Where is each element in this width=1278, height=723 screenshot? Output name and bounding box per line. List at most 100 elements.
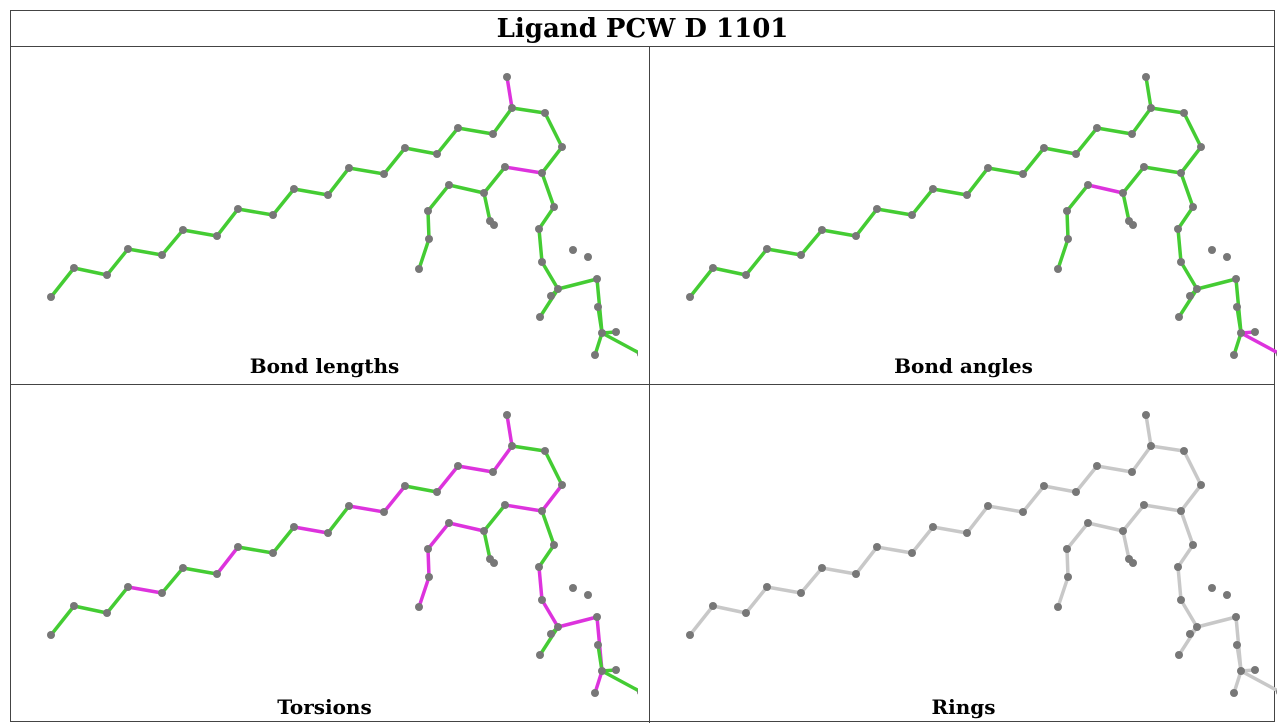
atom <box>1040 144 1048 152</box>
atom <box>984 502 992 510</box>
atom <box>179 226 187 234</box>
bond <box>503 165 544 175</box>
bond <box>505 413 514 448</box>
atom <box>598 329 606 337</box>
bond <box>403 146 439 156</box>
bond <box>1074 464 1099 494</box>
atom <box>480 527 488 535</box>
atom <box>380 508 388 516</box>
atom <box>1208 246 1216 254</box>
bond <box>799 566 824 595</box>
bond <box>540 171 556 209</box>
atom <box>598 667 606 675</box>
atom <box>763 245 771 253</box>
bond <box>505 75 514 110</box>
atom <box>1084 181 1092 189</box>
bond <box>744 585 769 615</box>
bond <box>1195 277 1238 291</box>
bond <box>1179 171 1195 209</box>
atom <box>637 351 638 357</box>
bond <box>215 207 240 238</box>
atom <box>535 563 543 571</box>
bond <box>711 604 748 615</box>
bond <box>854 545 879 576</box>
bond <box>1130 444 1153 474</box>
atom <box>535 225 543 233</box>
bond <box>986 504 1025 514</box>
atom <box>490 221 498 229</box>
bond <box>1179 145 1203 175</box>
bond <box>537 565 544 602</box>
atom <box>415 603 423 611</box>
bond <box>403 484 439 494</box>
atom <box>1054 265 1062 273</box>
bond <box>447 183 486 195</box>
bond <box>1065 547 1070 579</box>
bond <box>72 266 109 277</box>
bond <box>537 227 544 264</box>
atom <box>1223 253 1231 261</box>
atom <box>179 564 187 572</box>
atom <box>269 211 277 219</box>
atom <box>686 293 694 301</box>
atom <box>594 303 602 311</box>
panel-bond-angles: Bond angles <box>650 47 1277 384</box>
atom <box>1232 275 1240 283</box>
atom <box>401 482 409 490</box>
bond <box>447 521 486 533</box>
bond <box>965 504 990 535</box>
bond <box>347 504 386 514</box>
bond <box>986 166 1025 176</box>
atom <box>1251 666 1259 674</box>
bond <box>435 464 460 494</box>
atom <box>1193 623 1201 631</box>
atom <box>594 641 602 649</box>
atom <box>963 529 971 537</box>
atom <box>1276 689 1277 695</box>
bond <box>556 615 599 629</box>
bond <box>1121 503 1146 533</box>
atom <box>963 191 971 199</box>
atom <box>1230 689 1238 697</box>
bond <box>426 209 431 241</box>
atom <box>234 543 242 551</box>
atom <box>550 203 558 211</box>
atom <box>290 185 298 193</box>
atom <box>1119 527 1127 535</box>
atom <box>569 246 577 254</box>
bond <box>1235 643 1243 673</box>
atom <box>1193 285 1201 293</box>
atom <box>538 507 546 515</box>
atom <box>1142 73 1150 81</box>
bond <box>1149 444 1186 453</box>
atom <box>1251 328 1259 336</box>
atom <box>1063 545 1071 553</box>
atom <box>818 226 826 234</box>
bond <box>875 545 914 555</box>
bond <box>910 187 935 217</box>
atom <box>1223 591 1231 599</box>
bond <box>271 525 296 555</box>
atom <box>424 545 432 553</box>
bond <box>1179 598 1199 629</box>
atom <box>490 559 498 567</box>
bond <box>1179 483 1203 513</box>
atom <box>569 584 577 592</box>
atom <box>480 189 488 197</box>
bond <box>931 187 969 197</box>
atom <box>345 502 353 510</box>
atom <box>1208 584 1216 592</box>
atom <box>908 549 916 557</box>
bond <box>820 228 858 238</box>
atom <box>503 73 511 81</box>
atom <box>742 271 750 279</box>
bond <box>491 444 514 474</box>
bond <box>1121 191 1131 223</box>
atom <box>637 689 638 695</box>
bond <box>1176 543 1195 569</box>
atom <box>290 523 298 531</box>
atom <box>873 543 881 551</box>
molecule-torsions <box>47 411 638 697</box>
atom <box>47 293 55 301</box>
bond <box>1179 509 1195 547</box>
